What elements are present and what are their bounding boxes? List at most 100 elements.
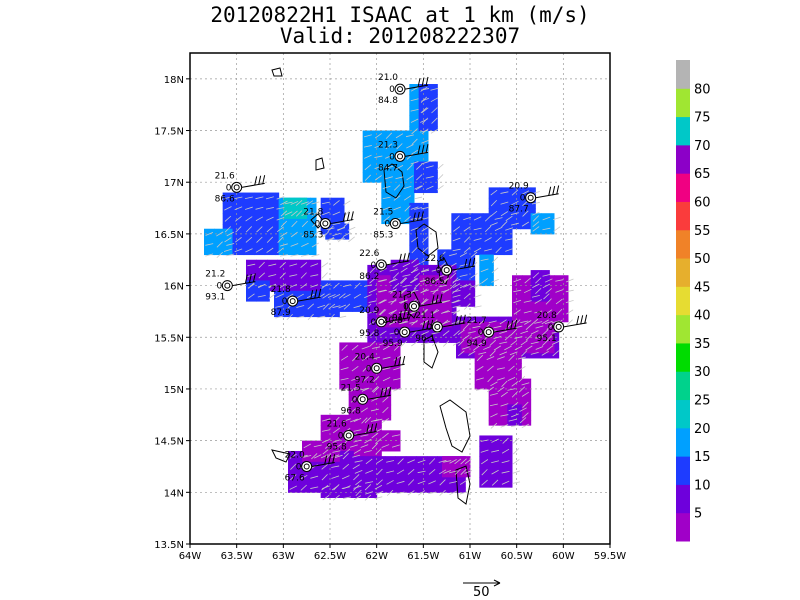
dropsonde-marker: 22.6 086.2 [359, 249, 410, 282]
wind-barb-staff [535, 193, 559, 199]
wind-vector [333, 494, 340, 501]
sonde-height: 95.9 [383, 339, 403, 349]
wind-vector [381, 444, 390, 448]
wind-vector [332, 232, 341, 236]
wind-cell [412, 182, 415, 194]
wind-cell [516, 352, 522, 364]
sonde-height: 85.3 [373, 231, 393, 241]
wind-vector [407, 459, 415, 464]
sonde-symbol-inner [373, 365, 380, 372]
sonde-temperature: 22.0 [285, 450, 305, 460]
wind-vector [452, 277, 459, 284]
wind-cell [380, 415, 392, 421]
wind-vector [532, 211, 540, 216]
wind-vector [382, 367, 391, 370]
sonde-dewpoint: 0 [314, 220, 320, 230]
wind-vector [443, 340, 450, 347]
wind-vector [474, 283, 482, 289]
wind-vector [390, 298, 397, 305]
wind-vector [530, 351, 539, 355]
wind-vector [389, 268, 398, 272]
sonde-height: 96.1 [415, 334, 435, 344]
wind-vector [493, 325, 502, 329]
sonde-height: 84.8 [378, 96, 398, 106]
wind-vector [268, 283, 277, 288]
colorbar-label: 65 [694, 167, 711, 182]
wind-vector [351, 377, 359, 381]
wind-barb [254, 176, 258, 186]
wind-vector [525, 324, 533, 330]
wind-vector [386, 470, 395, 474]
wind-barb [310, 289, 314, 300]
wind-vector [552, 350, 560, 357]
wind-vector [410, 287, 417, 295]
wind-vector [305, 211, 314, 216]
wind-vector [382, 396, 389, 403]
wind-cell [551, 223, 555, 235]
wind-vector [327, 225, 334, 232]
wind-vector [421, 298, 429, 305]
wind-vector [414, 207, 423, 210]
sonde-temperature: 20.8 [537, 311, 557, 321]
wind-vector [555, 298, 563, 305]
sonde-dewpoint: 0 [384, 220, 390, 230]
wind-cell [384, 487, 396, 493]
wind-vector [234, 206, 243, 211]
wind-vector [478, 351, 487, 355]
wind-vector [331, 475, 340, 479]
wind-vector [400, 277, 408, 284]
wind-vector [372, 346, 381, 349]
wind-vector [275, 293, 284, 299]
wind-cell [278, 250, 290, 256]
wind-vector [392, 262, 400, 268]
wind-barb-staff [404, 84, 429, 90]
wind-vector [487, 365, 494, 372]
colorbar-swatch [676, 371, 690, 401]
wind-vector [265, 196, 274, 200]
wind-vector [375, 438, 382, 444]
wind-vector [343, 448, 351, 455]
wind-vector [522, 401, 529, 408]
wind-vector [224, 226, 232, 233]
wind-barb [314, 289, 318, 299]
wind-vector [410, 108, 419, 112]
wind-vector [449, 490, 457, 496]
wind-vector [428, 480, 436, 485]
wind-cell [412, 192, 415, 204]
wind-vector [511, 200, 519, 206]
wind-vector [555, 289, 564, 293]
wind-cell [214, 249, 226, 256]
wind-vector [542, 273, 551, 277]
sonde-dewpoint: 0 [338, 431, 344, 441]
dropsonde-marker: 21.6 095.8 [327, 419, 378, 452]
wind-vector [300, 484, 307, 491]
wind-vector [489, 350, 496, 357]
colorbar-swatch [676, 116, 690, 146]
sonde-dewpoint: 0 [389, 85, 395, 95]
wind-vector [340, 355, 349, 361]
sonde-height: 87.9 [271, 308, 291, 318]
wind-vector [421, 107, 429, 114]
sonde-symbol [357, 393, 369, 405]
wind-vector [452, 305, 461, 308]
wind-vector [535, 277, 542, 284]
wind-vector [396, 143, 403, 150]
wind-vector [385, 154, 393, 159]
wind-vector [457, 329, 465, 336]
wind-vector [382, 356, 391, 360]
wind-vector [226, 253, 235, 257]
wind-cell [391, 342, 401, 354]
wind-barb-staff [418, 301, 443, 307]
colorbar-label: 75 [694, 111, 711, 126]
wind-vector [365, 458, 373, 465]
wind-vector [289, 274, 298, 277]
wind-vector [566, 319, 573, 326]
wind-vector [402, 284, 411, 288]
wind-cell [337, 311, 340, 318]
wind-vector [437, 174, 444, 181]
wind-vector [463, 236, 471, 243]
wind-vector [353, 305, 362, 309]
wind-vector [317, 304, 326, 309]
wind-vector [353, 495, 362, 501]
